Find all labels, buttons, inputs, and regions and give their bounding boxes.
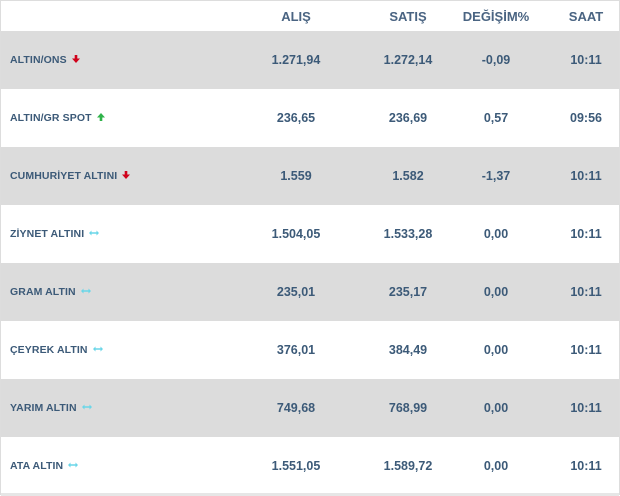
row-satis: 384,49	[388, 343, 428, 357]
table-row[interactable]: YARIM ALTIN 749,68 768,99 0,00 10:11	[1, 379, 619, 437]
row-saat: 09:56	[570, 111, 602, 125]
row-saat: 10:11	[570, 401, 602, 415]
flat-arrow-icon	[80, 288, 91, 294]
row-name[interactable]: YARIM ALTIN	[10, 379, 93, 437]
row-alis: 1.271,94	[271, 53, 321, 67]
row-name[interactable]: ALTIN/GR SPOT	[10, 89, 106, 147]
header-satis[interactable]: SATIŞ	[389, 9, 427, 24]
row-name[interactable]: ALTIN/ONS	[10, 31, 81, 89]
row-satis: 236,69	[388, 111, 428, 125]
flat-arrow-icon	[81, 404, 92, 410]
row-saat: 10:11	[570, 459, 602, 473]
row-satis: 768,99	[388, 401, 428, 415]
row-saat: 10:11	[570, 285, 602, 299]
row-name[interactable]: ATA ALTIN	[10, 437, 79, 495]
row-alis: 749,68	[276, 401, 316, 415]
header-degisim[interactable]: DEĞİŞİM%	[462, 9, 530, 24]
row-satis: 1.272,14	[383, 53, 433, 67]
row-degisim: 0,00	[483, 459, 509, 473]
row-satis: 235,17	[388, 285, 428, 299]
row-satis: 1.582	[392, 169, 424, 183]
table-row[interactable]: ALTIN/ONS 1.271,94 1.272,14 -0,09 10:11	[1, 31, 619, 89]
row-degisim: 0,57	[483, 111, 509, 125]
row-name[interactable]: ZİYNET ALTINI	[10, 205, 100, 263]
table-row[interactable]: ATA ALTIN 1.551,05 1.589,72 0,00 10:11	[1, 437, 619, 495]
down-arrow-icon	[71, 55, 80, 64]
row-saat: 10:11	[570, 343, 602, 357]
table-row[interactable]: GRAM ALTIN 235,01 235,17 0,00 10:11	[1, 263, 619, 321]
row-alis: 235,01	[276, 285, 316, 299]
down-arrow-icon	[122, 171, 131, 180]
row-alis: 1.504,05	[271, 227, 321, 241]
row-alis: 236,65	[276, 111, 316, 125]
row-degisim: -0,09	[481, 53, 511, 67]
row-degisim: 0,00	[483, 401, 509, 415]
table-row[interactable]: CUMHURİYET ALTINI 1.559 1.582 -1,37 10:1…	[1, 147, 619, 205]
row-alis: 1.559	[280, 169, 312, 183]
row-name[interactable]: CUMHURİYET ALTINI	[10, 147, 131, 205]
up-arrow-icon	[96, 113, 105, 122]
row-name[interactable]: ÇEYREK ALTIN	[10, 321, 104, 379]
flat-arrow-icon	[92, 346, 103, 352]
row-degisim: 0,00	[483, 343, 509, 357]
row-saat: 10:11	[570, 53, 602, 67]
flat-arrow-icon	[89, 230, 100, 236]
row-satis: 1.589,72	[383, 459, 433, 473]
row-saat: 10:11	[570, 227, 602, 241]
flat-arrow-icon	[68, 462, 79, 468]
row-degisim: 0,00	[483, 285, 509, 299]
header-alis[interactable]: ALIŞ	[281, 9, 311, 24]
row-satis: 1.533,28	[383, 227, 433, 241]
row-saat: 10:11	[570, 169, 602, 183]
row-alis: 376,01	[276, 343, 316, 357]
header-saat[interactable]: SAAT	[568, 9, 604, 24]
table-header: ALIŞ SATIŞ DEĞİŞİM% SAAT	[1, 1, 619, 31]
table-row[interactable]: ÇEYREK ALTIN 376,01 384,49 0,00 10:11	[1, 321, 619, 379]
row-alis: 1.551,05	[271, 459, 321, 473]
row-degisim: 0,00	[483, 227, 509, 241]
row-name[interactable]: GRAM ALTIN	[10, 263, 92, 321]
table-row[interactable]: ALTIN/GR SPOT 236,65 236,69 0,57 09:56	[1, 89, 619, 147]
table-row[interactable]: ZİYNET ALTINI 1.504,05 1.533,28 0,00 10:…	[1, 205, 619, 263]
row-degisim: -1,37	[481, 169, 511, 183]
